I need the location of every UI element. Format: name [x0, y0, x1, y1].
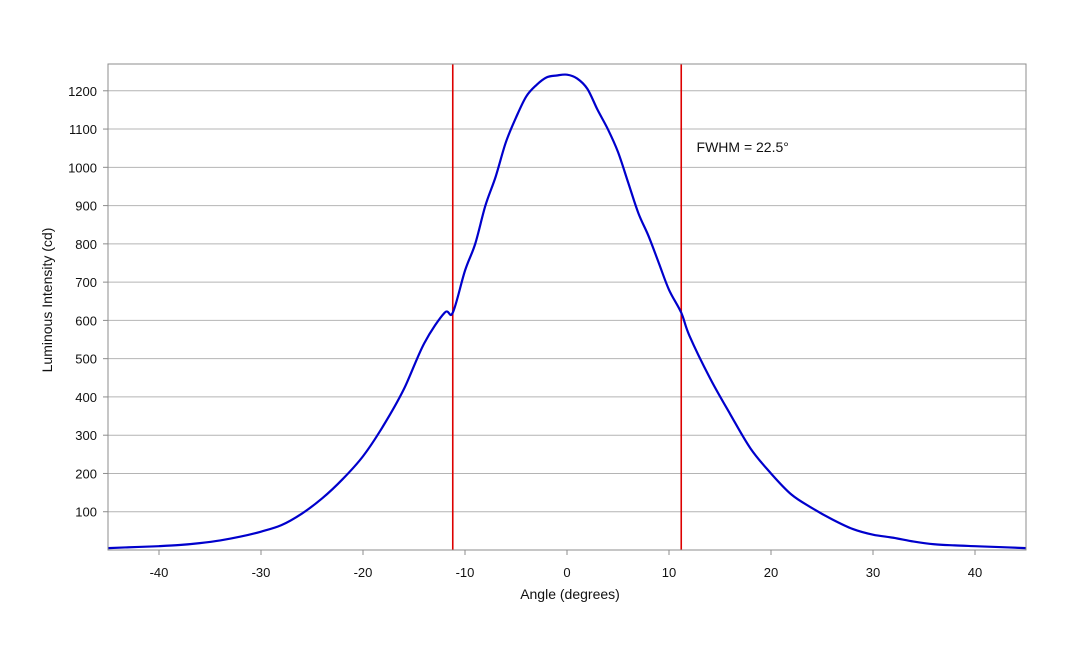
y-tick-label: 700 [75, 275, 97, 290]
y-tick-label: 600 [75, 313, 97, 328]
intensity-series-line [107, 73, 1027, 550]
y-tick-label: 200 [75, 466, 97, 481]
y-tick-label: 800 [75, 237, 97, 252]
x-tick-label: -20 [354, 565, 373, 580]
fwhm-reference-lines [451, 64, 683, 550]
x-tick-label: -40 [150, 565, 169, 580]
x-tick-label: 0 [563, 565, 570, 580]
fwhm-annotation: FWHM = 22.5° [697, 139, 789, 155]
x-tick-label: -30 [252, 565, 271, 580]
y-tick-label: 1000 [68, 160, 97, 175]
y-tick-label: 1100 [69, 122, 97, 137]
y-tick-label: 100 [75, 505, 97, 520]
plot-area-frame [107, 63, 1027, 551]
x-tick-label: 10 [662, 565, 676, 580]
y-axis-ticks: 100 200 300 400 500 600 700 800 900 1000 1100 1200 [68, 84, 108, 520]
y-tick-label: 300 [75, 428, 97, 443]
x-tick-label: 20 [764, 565, 778, 580]
y-tick-label: 900 [75, 199, 97, 214]
x-tick-label: -10 [456, 565, 475, 580]
annotation-layer: FWHM = 22.5° [697, 139, 789, 155]
x-axis-ticks: -40 -30 -20 -10 0 10 20 30 40 [150, 550, 982, 580]
grid-layer [108, 90, 1026, 513]
y-axis-title: Luminous Intensity (cd) [39, 228, 55, 373]
x-axis-title: Angle (degrees) [520, 586, 620, 602]
y-tick-label: 400 [75, 390, 97, 405]
y-tick-label: 1200 [68, 84, 97, 99]
x-tick-label: 30 [866, 565, 880, 580]
series-layer [107, 73, 1027, 550]
y-tick-label: 500 [75, 352, 97, 367]
x-tick-label: 40 [968, 565, 982, 580]
